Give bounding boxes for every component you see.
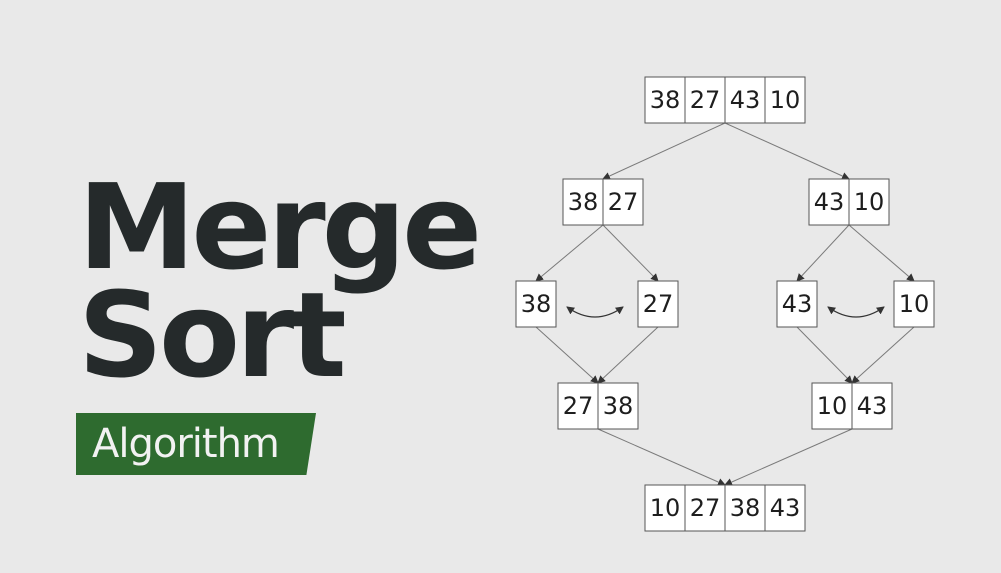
title-sort: Sort	[78, 266, 347, 404]
array-cell	[684, 484, 726, 532]
connector-arrow	[724, 122, 850, 180]
connector-arrow	[602, 122, 726, 180]
array-cell	[811, 382, 853, 430]
array-node-split-left: 38 27	[562, 178, 644, 226]
array-node-leaf-3: 43	[776, 280, 818, 328]
array-cell	[764, 76, 806, 124]
connector-arrow	[851, 326, 915, 384]
connector-arrow	[796, 224, 850, 282]
array-cell-value: 10	[899, 290, 930, 318]
array-cell-value: 27	[690, 494, 721, 522]
array-cell	[808, 178, 850, 226]
array-cell-value: 10	[770, 86, 801, 114]
array-cell-value: 10	[817, 392, 848, 420]
connector-arrow	[597, 326, 659, 384]
title-merge: Merge	[78, 158, 482, 296]
connector-arrow	[535, 224, 604, 282]
array-node-merge-left: 27 38	[557, 382, 639, 430]
swap-arrow	[566, 306, 624, 318]
array-cell	[776, 280, 818, 328]
array-cell	[893, 280, 935, 328]
array-cell	[597, 382, 639, 430]
array-cell	[637, 280, 679, 328]
array-cell	[724, 76, 766, 124]
array-cell-value: 38	[521, 290, 552, 318]
connector-arrow	[848, 224, 915, 282]
array-cell-value: 43	[770, 494, 801, 522]
connector-arrow	[602, 224, 659, 282]
array-cell-value: 10	[854, 188, 885, 216]
array-node-result: 10 27 38 43	[644, 484, 806, 532]
array-node-merge-right: 10 43	[811, 382, 893, 430]
array-cell-value: 43	[782, 290, 813, 318]
badge-label: Algorithm	[92, 421, 280, 467]
array-cell	[562, 178, 604, 226]
array-cell	[684, 76, 726, 124]
swap-arrow	[827, 306, 885, 318]
array-cell-value: 38	[650, 86, 681, 114]
array-cell	[851, 382, 893, 430]
array-cell-value: 27	[563, 392, 594, 420]
algorithm-badge: Algorithm	[76, 413, 316, 475]
array-cell	[644, 484, 686, 532]
array-node-leaf-2: 27	[637, 280, 679, 328]
array-cell-value: 38	[568, 188, 599, 216]
array-cell	[557, 382, 599, 430]
array-cell	[644, 76, 686, 124]
array-cell-value: 27	[643, 290, 674, 318]
array-cell-value: 38	[730, 494, 761, 522]
array-node-leaf-1: 38	[515, 280, 557, 328]
connector-arrow	[535, 326, 599, 384]
array-cell	[602, 178, 644, 226]
array-cell-value: 27	[690, 86, 721, 114]
array-cell-value: 38	[603, 392, 634, 420]
connector-arrow	[796, 326, 853, 384]
array-node-leaf-4: 10	[893, 280, 935, 328]
array-cell-value: 43	[814, 188, 845, 216]
array-cell-value: 10	[650, 494, 681, 522]
array-cell-value: 43	[730, 86, 761, 114]
array-node-root: 38 27 43 10	[644, 76, 806, 124]
array-cell-value: 43	[857, 392, 888, 420]
array-cell	[515, 280, 557, 328]
connector-arrow	[597, 428, 726, 486]
array-node-split-right: 43 10	[808, 178, 890, 226]
array-cell	[764, 484, 806, 532]
connector-arrow	[724, 428, 853, 486]
array-cell	[848, 178, 890, 226]
array-cell-value: 27	[608, 188, 639, 216]
